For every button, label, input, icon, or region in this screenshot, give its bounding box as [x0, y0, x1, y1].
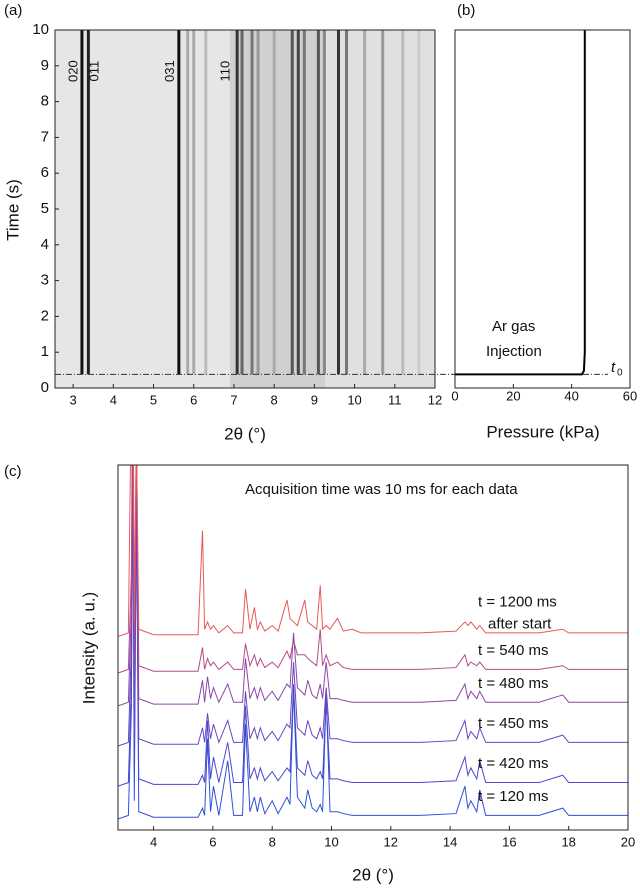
stripe: [363, 30, 367, 375]
annotation: Acquisition time was 10 ms for each data: [245, 481, 518, 498]
heatmap-band: [230, 30, 325, 388]
y-axis-label: Time (s): [3, 179, 22, 241]
stripe: [401, 30, 405, 375]
x-tick-label: 20: [621, 834, 635, 849]
stripe: [240, 30, 244, 375]
spectrum: [118, 465, 628, 787]
stripe: [345, 30, 349, 375]
y-tick-label: 8: [41, 93, 49, 110]
t0-label: 0: [617, 368, 623, 379]
x-tick-label: 14: [443, 834, 457, 849]
y-tick-label: 9: [41, 57, 49, 74]
stripe: [417, 30, 421, 375]
spectrum: [118, 465, 628, 638]
y-tick-label: 4: [41, 236, 49, 253]
y-tick-label: 1: [41, 343, 49, 360]
x-tick-label: 12: [384, 834, 398, 849]
stripe: [316, 30, 320, 375]
y-tick-label: 3: [41, 272, 49, 289]
x-tick-label: 11: [388, 392, 402, 407]
stripe: [336, 30, 340, 375]
x-tick-label: 12: [428, 392, 442, 407]
stripe: [86, 30, 90, 375]
series-label: t = 450 ms: [478, 715, 548, 732]
x-tick-label: 5: [150, 392, 157, 407]
stripe: [322, 30, 326, 375]
annotation: Injection: [486, 343, 542, 360]
stripe: [177, 30, 181, 375]
axes-frame: [454, 29, 631, 389]
y-tick-label: 2: [41, 307, 49, 324]
stripe: [302, 30, 306, 375]
x-tick-label: 8: [271, 392, 278, 407]
stripe: [290, 30, 294, 375]
series-label: t = 480 ms: [478, 675, 548, 692]
spectrum: [118, 465, 628, 747]
x-tick-label: 10: [324, 834, 338, 849]
plot-area: [118, 465, 628, 820]
peak-label: 110: [217, 61, 232, 82]
x-tick-label: 60: [623, 388, 637, 403]
series-label: t = 1200 ms: [478, 594, 557, 611]
y-tick-label: 10: [32, 21, 49, 38]
y-tick-label: 6: [41, 164, 49, 181]
peak-label: 031: [162, 60, 177, 82]
x-tick-label: 6: [190, 392, 197, 407]
stripe: [272, 30, 276, 375]
x-tick-label: 3: [69, 392, 76, 407]
series-label: t = 120 ms: [478, 788, 548, 805]
stripe: [235, 30, 239, 375]
x-axis-label: Pressure (kPa): [486, 422, 599, 441]
x-tick-label: 20: [506, 388, 520, 403]
x-tick-label: 18: [561, 834, 575, 849]
y-axis-label: Intensity (a. u.): [79, 592, 98, 704]
x-tick-label: 7: [230, 392, 237, 407]
spectrum: [118, 472, 628, 820]
peak-label: 020: [65, 60, 80, 82]
stripe: [250, 30, 254, 375]
x-tick-label: 9: [311, 392, 318, 407]
x-tick-label: 10: [347, 392, 361, 407]
x-tick-label: 8: [269, 834, 276, 849]
stripe: [192, 30, 196, 375]
peak-label: 011: [87, 61, 102, 82]
axes-frame: [54, 29, 436, 389]
x-tick-label: 4: [150, 834, 157, 849]
series-note: after start: [488, 616, 552, 633]
spectrum: [118, 465, 628, 674]
stripe: [256, 30, 260, 375]
annotation: Ar gas: [492, 318, 535, 335]
x-tick-label: 6: [209, 834, 216, 849]
x-tick-label: 0: [451, 388, 458, 403]
axes-frame: [117, 464, 629, 831]
t0-label: t: [611, 359, 616, 376]
stripe: [186, 30, 190, 375]
pressure-line: [455, 30, 586, 376]
x-tick-label: 4: [110, 392, 117, 407]
y-tick-label: 5: [41, 200, 49, 217]
x-tick-label: 16: [502, 834, 516, 849]
stripe: [80, 30, 84, 375]
spectrum: [118, 465, 628, 707]
y-tick-label: 0: [41, 379, 49, 396]
series-label: t = 420 ms: [478, 755, 548, 772]
stripe: [381, 30, 385, 375]
panel-label: (c): [4, 463, 22, 480]
stripe: [296, 30, 300, 375]
series-label: t = 540 ms: [478, 642, 548, 659]
stripe: [204, 30, 208, 375]
x-axis-label: 2θ (°): [352, 865, 394, 884]
y-tick-label: 7: [41, 128, 49, 145]
heatmap-band: [325, 30, 435, 388]
panel-label: (a): [4, 2, 22, 19]
x-axis-label: 2θ (°): [224, 424, 266, 443]
panel-label: (b): [457, 2, 475, 19]
x-tick-label: 40: [564, 388, 578, 403]
